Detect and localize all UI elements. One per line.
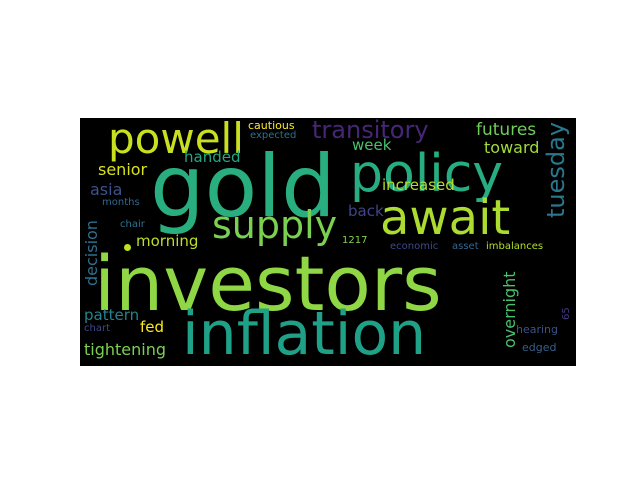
word-1217: 1217 <box>342 235 368 246</box>
word-morning: morning <box>136 232 199 250</box>
word-back: back <box>348 202 384 220</box>
dot-mark <box>124 244 131 251</box>
word-hearing: hearing <box>516 323 559 336</box>
word-inflation: inflation <box>182 299 427 366</box>
word-decision: decision <box>82 220 101 286</box>
word-tightening: tightening <box>84 340 167 359</box>
word-chair: chair <box>120 219 145 230</box>
word-imbalances: imbalances <box>486 241 544 252</box>
word-cloud: investors gold inflation policy await po… <box>80 118 576 366</box>
word-expected: expected <box>250 130 297 141</box>
word-fed: fed <box>140 318 165 336</box>
word-tuesday: tuesday <box>542 121 570 218</box>
word-senior: senior <box>98 160 148 179</box>
word-edged: edged <box>522 341 557 354</box>
word-await: await <box>380 190 511 246</box>
word-overnight: overnight <box>500 271 519 348</box>
word-asset: asset <box>452 241 479 252</box>
word-pattern: pattern <box>84 306 140 324</box>
word-supply: supply <box>212 203 338 247</box>
word-handed: handed <box>184 148 241 166</box>
word-increased: increased <box>382 176 455 194</box>
word-65: 65 <box>561 307 572 320</box>
word-economic: economic <box>390 241 439 252</box>
word-gold: gold <box>150 137 336 237</box>
word-powell: powell <box>108 118 244 163</box>
word-investors: investors <box>94 239 442 328</box>
word-toward: toward <box>484 138 540 157</box>
word-week: week <box>352 136 392 154</box>
word-asia: asia <box>90 180 123 199</box>
word-chart: chart <box>84 323 110 334</box>
word-policy: policy <box>350 144 504 204</box>
word-transitory: transitory <box>312 118 429 144</box>
word-futures: futures <box>476 120 537 140</box>
word-cautious: cautious <box>248 119 295 132</box>
word-months: months <box>102 197 140 208</box>
